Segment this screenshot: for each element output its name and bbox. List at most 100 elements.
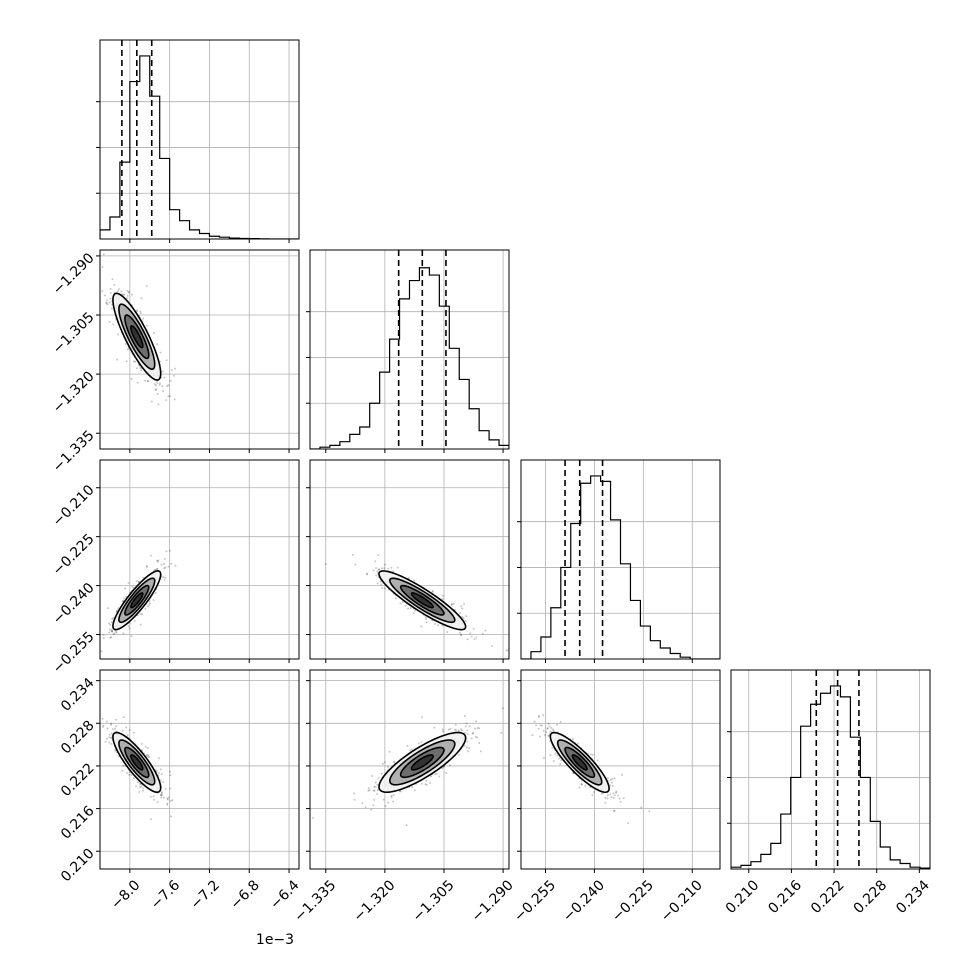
- sample-point: [387, 567, 390, 570]
- sample-point: [130, 377, 133, 380]
- sample-point: [505, 649, 508, 652]
- sample-point: [361, 802, 364, 805]
- sample-point: [161, 370, 164, 373]
- sample-point: [370, 808, 373, 811]
- sample-point: [94, 708, 96, 710]
- grid-1-1: [310, 250, 509, 449]
- sample-point: [132, 777, 135, 780]
- sample-point: [112, 616, 115, 619]
- sample-point: [160, 563, 163, 566]
- sample-point: [136, 781, 139, 784]
- sample-point: [164, 787, 167, 790]
- sample-point: [466, 733, 469, 736]
- sample-point: [152, 599, 155, 602]
- sample-point: [552, 760, 555, 763]
- x-tick-label: 0.222: [808, 877, 848, 917]
- sample-point: [449, 727, 452, 730]
- histogram-2: [521, 475, 720, 659]
- sample-point: [431, 590, 434, 593]
- sample-point: [457, 729, 460, 732]
- sample-point: [123, 293, 126, 296]
- panel-frame-1-1: [309, 249, 510, 450]
- sample-point: [125, 726, 128, 729]
- sample-point: [157, 771, 160, 774]
- y-tick-label: 0.234: [58, 675, 98, 715]
- sample-point: [365, 572, 368, 575]
- sample-point: [407, 607, 410, 610]
- sample-point: [139, 785, 142, 788]
- sample-point: [407, 576, 410, 579]
- sample-point: [144, 379, 147, 382]
- sample-point: [604, 801, 607, 804]
- sample-point: [167, 384, 170, 387]
- sample-point: [153, 331, 156, 334]
- panel-frame-3-1: [309, 669, 510, 870]
- sample-point: [552, 729, 555, 732]
- x-tick-label: 0.216: [765, 877, 805, 917]
- sample-point: [609, 793, 612, 796]
- x-tick-label: −1.290: [469, 877, 517, 925]
- sample-point: [353, 792, 356, 795]
- sample-point: [425, 779, 428, 782]
- sample-point: [458, 631, 461, 634]
- sample-point: [147, 755, 150, 758]
- sample-point: [409, 749, 412, 752]
- sample-point: [375, 574, 378, 577]
- sample-point: [420, 782, 423, 785]
- sample-point: [156, 560, 159, 563]
- sample-point: [110, 723, 113, 726]
- histogram-1: [310, 267, 509, 449]
- sample-point: [113, 632, 116, 635]
- sample-point: [136, 381, 139, 384]
- sample-point: [135, 785, 138, 788]
- sample-point: [376, 570, 379, 573]
- sample-point: [137, 580, 140, 583]
- sample-point: [174, 367, 177, 370]
- sample-point: [376, 792, 379, 795]
- sample-point: [147, 603, 150, 606]
- sample-point: [592, 791, 595, 794]
- sample-point: [126, 289, 129, 292]
- sample-point: [110, 628, 113, 631]
- sample-point: [442, 730, 445, 733]
- sample-point: [412, 611, 415, 614]
- sample-point: [614, 791, 617, 794]
- sample-point: [168, 395, 171, 398]
- contours-3-2: [549, 731, 610, 794]
- sample-point: [390, 795, 393, 798]
- sample-point: [163, 376, 166, 379]
- sample-point: [533, 720, 536, 723]
- sample-point: [170, 562, 173, 565]
- grid-1-0: [100, 250, 299, 449]
- sample-point: [445, 771, 448, 774]
- contours-1-0: [112, 292, 162, 381]
- sample-point: [513, 687, 515, 689]
- sample-point: [393, 760, 396, 763]
- sample-point: [103, 294, 106, 297]
- sample-point: [160, 792, 163, 795]
- sample-point: [371, 775, 374, 778]
- sample-point: [127, 625, 130, 628]
- sample-point: [468, 725, 471, 728]
- x-tick-label: 0.228: [851, 877, 891, 917]
- sample-point: [386, 765, 389, 768]
- sample-point: [476, 736, 479, 739]
- sample-point: [611, 784, 614, 787]
- sample-point: [153, 798, 156, 801]
- sample-point: [387, 801, 390, 804]
- sample-point: [173, 398, 176, 401]
- sample-point: [311, 816, 314, 819]
- sample-point: [537, 714, 540, 717]
- sample-point: [373, 785, 376, 788]
- sample-point: [108, 301, 111, 304]
- sample-point: [459, 728, 462, 731]
- y-tick-label: 0.228: [58, 718, 98, 758]
- sample-point: [158, 382, 161, 385]
- sample-point: [130, 293, 133, 296]
- sample-point: [466, 740, 469, 743]
- sample-point: [398, 790, 401, 793]
- sample-point: [139, 366, 142, 369]
- sample-point: [372, 789, 375, 792]
- sample-point: [126, 294, 129, 297]
- sample-point: [122, 716, 125, 719]
